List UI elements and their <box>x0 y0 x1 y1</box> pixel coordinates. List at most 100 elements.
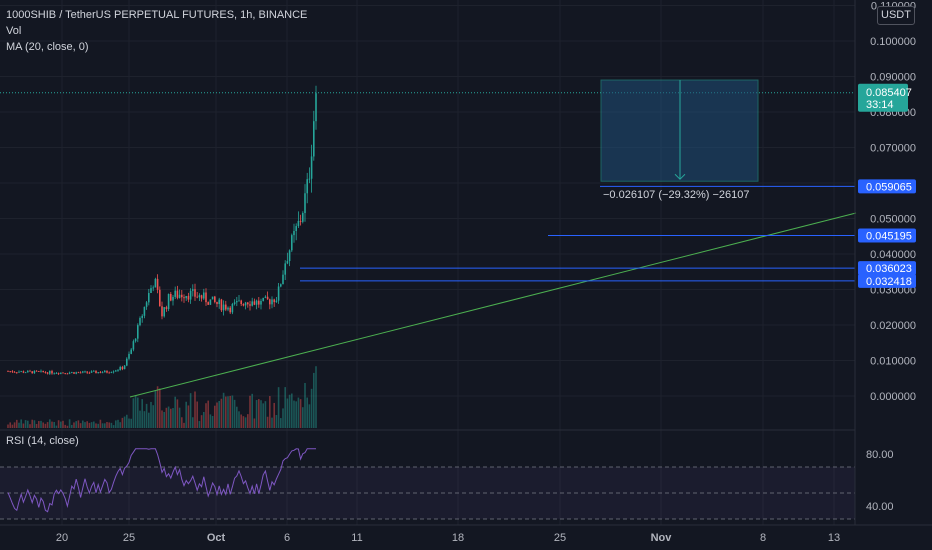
symbol-title[interactable]: 1000SHIB / TetherUS PERPETUAL FUTURES, 1… <box>6 9 308 21</box>
volume-bar <box>150 401 152 428</box>
volume-bar <box>139 410 141 428</box>
volume-bar <box>13 422 16 428</box>
volume-bar <box>104 423 106 428</box>
measure-tool[interactable]: −0.026107 (−29.32%) −26107 <box>600 79 759 201</box>
candle-body <box>24 372 27 374</box>
volume-bar <box>101 423 104 428</box>
volume-bar <box>187 405 190 428</box>
volume-bar <box>227 396 229 428</box>
volume-bar <box>225 396 227 428</box>
candle-body <box>18 371 20 373</box>
volume-bar <box>99 419 102 428</box>
volume-bar <box>86 421 88 428</box>
level-price-label: 0.059065 <box>866 181 912 193</box>
volume-bar <box>253 418 256 428</box>
candle-body <box>293 230 295 236</box>
volume-bar <box>176 399 179 428</box>
candle-body <box>264 296 267 298</box>
candle-body <box>280 284 282 287</box>
volume-bar <box>112 425 115 428</box>
candle-body <box>313 121 315 157</box>
time-tick-label: 25 <box>123 532 135 544</box>
volume-bar <box>170 408 172 428</box>
volume-bar <box>295 401 297 428</box>
price-tick-label: 0.000000 <box>870 391 916 403</box>
ma-legend[interactable]: MA (20, close, 0) <box>6 41 89 53</box>
volume-bar <box>64 424 66 428</box>
volume-bar <box>185 401 187 428</box>
candle-body <box>31 371 33 374</box>
volume-bar <box>308 404 311 428</box>
candle-body <box>203 292 205 299</box>
candle-body <box>205 292 207 303</box>
volume-bar <box>40 420 42 428</box>
candle-body <box>117 369 119 371</box>
candle-body <box>233 302 236 304</box>
volume-bar <box>145 403 148 428</box>
currency-button[interactable]: USDT <box>877 6 915 25</box>
candle-body <box>154 278 157 288</box>
candle-body <box>185 295 187 299</box>
volume-bar <box>88 422 91 428</box>
volume-bar <box>249 395 251 428</box>
candle-body <box>284 263 286 275</box>
candle-body <box>198 295 201 298</box>
candle-body <box>148 293 150 303</box>
time-axis[interactable]: 20 25 Oct 6 11 18 25 Nov 8 13 <box>0 524 932 544</box>
volume-bar <box>84 422 86 428</box>
candle-body <box>273 299 275 303</box>
candle-body <box>163 307 165 317</box>
candle-body <box>9 371 11 372</box>
volume-bar <box>172 408 174 428</box>
volume-bar <box>181 417 183 428</box>
volume-bar <box>106 421 108 428</box>
volume-bar <box>66 425 69 428</box>
volume-bar <box>183 422 185 428</box>
horizontal-levels[interactable] <box>0 92 855 282</box>
rsi-legend[interactable]: RSI (14, close) <box>6 435 79 447</box>
trend-line[interactable] <box>129 212 857 398</box>
volume-bar <box>269 396 271 428</box>
volume-bar <box>143 411 146 428</box>
level-price-label: 0.036023 <box>866 263 912 275</box>
volume-legend[interactable]: Vol <box>6 25 22 37</box>
candle-body <box>277 286 280 301</box>
volume-bar <box>121 417 124 428</box>
volume-bar <box>304 382 306 428</box>
volume-bar <box>216 402 218 428</box>
candle-body <box>227 307 229 310</box>
candle-body <box>53 373 55 375</box>
candle-body <box>231 303 234 313</box>
volume-bar <box>55 425 58 428</box>
candle-body <box>271 299 273 305</box>
volume-bar <box>275 415 278 428</box>
volume-bar <box>194 391 196 428</box>
candle-body <box>222 304 225 311</box>
candle-body <box>139 317 141 326</box>
volume-bars <box>7 366 317 428</box>
volume-bar <box>11 424 14 428</box>
volume-bar <box>264 401 267 428</box>
candle-body <box>123 365 126 370</box>
candle-body <box>240 300 242 305</box>
candle-body <box>112 371 115 373</box>
candle-body <box>64 372 66 374</box>
volume-bar <box>68 419 71 428</box>
volume-bar <box>29 424 31 428</box>
volume-bar <box>288 394 291 428</box>
level-price-label: 0.032418 <box>866 276 912 288</box>
candle-body <box>200 295 203 299</box>
volume-bar <box>310 388 313 428</box>
candle-body <box>145 302 148 307</box>
volume-bar <box>97 423 99 428</box>
volume-bar <box>209 414 212 428</box>
candle-body <box>141 315 143 318</box>
candle-body <box>137 325 139 339</box>
volume-bar <box>42 422 44 428</box>
candle-body <box>225 304 227 310</box>
volume-bar <box>44 423 47 428</box>
volume-bar <box>178 407 181 428</box>
price-tick-label: 0.010000 <box>870 356 916 368</box>
volume-bar <box>24 420 27 428</box>
